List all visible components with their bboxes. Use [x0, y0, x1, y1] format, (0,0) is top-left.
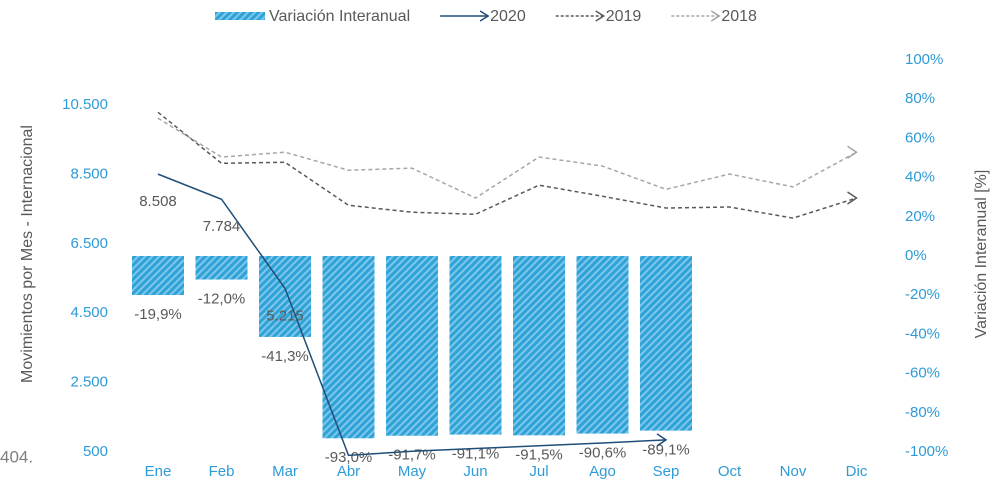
x-tick-label: May: [398, 463, 427, 480]
legend-arrow: [479, 10, 490, 22]
y2-tick-label: 60%: [905, 129, 935, 146]
y-axis-title: Movimientos por Mes - Internacional: [19, 125, 36, 383]
y2-tick-label: 0%: [905, 247, 927, 264]
data-label: -41,3%: [261, 348, 309, 365]
data-label: -91,5%: [515, 446, 563, 463]
legend-arrow: [710, 10, 721, 22]
data-label: 5.215: [266, 307, 304, 324]
legend-swatch: [215, 12, 265, 20]
line: [157, 173, 667, 457]
y2-tick-label: 100%: [905, 51, 943, 68]
x-tick-label: Sep: [653, 463, 680, 480]
y2-tick-label: -80%: [905, 404, 940, 421]
bar: [132, 256, 184, 296]
x-tick-label: Jul: [529, 463, 548, 480]
data-label: -93,0%: [325, 449, 373, 466]
y2-tick-label: -20%: [905, 286, 940, 303]
legend-arrow: [595, 10, 606, 22]
y-tick-label: 500: [83, 443, 108, 460]
bar: [449, 256, 502, 435]
bar: [513, 256, 565, 436]
line-arrow: [656, 433, 668, 447]
y-tick-label: 8.500: [70, 165, 108, 182]
x-tick-label: Ago: [589, 463, 616, 480]
data-label: -91,7%: [388, 447, 436, 464]
x-tick-label: Nov: [780, 463, 807, 480]
y2-tick-label: 20%: [905, 208, 935, 225]
y2-tick-label: 80%: [905, 90, 935, 107]
x-tick-label: Feb: [209, 463, 235, 480]
x-tick-label: Oct: [718, 463, 742, 480]
bar: [386, 256, 438, 436]
legend-label: 2019: [606, 8, 642, 25]
data-label: 8.508: [139, 193, 177, 210]
y2-tick-label: -60%: [905, 365, 940, 382]
annotation: 404.: [0, 447, 33, 466]
x-tick-label: Dic: [846, 463, 868, 480]
y2-tick-label: 40%: [905, 169, 935, 186]
bar: [322, 256, 375, 439]
bar: [195, 256, 248, 280]
x-tick-label: Ene: [145, 463, 172, 480]
bar: [576, 256, 629, 434]
data-label: 7.784: [203, 218, 241, 235]
y-tick-label: 4.500: [70, 304, 108, 321]
y-tick-label: 6.500: [70, 235, 108, 252]
y2-tick-label: -40%: [905, 325, 940, 342]
line-arrow: [847, 145, 858, 159]
x-tick-label: Abr: [337, 463, 360, 480]
legend-label: 2018: [721, 8, 757, 25]
y-tick-label: 10.500: [62, 96, 108, 113]
data-label: -19,9%: [134, 306, 182, 323]
line: [157, 111, 857, 219]
y-tick-label: 2.500: [70, 374, 108, 391]
line-arrow: [847, 191, 858, 205]
data-label: -89,1%: [642, 442, 690, 459]
x-tick-label: Jun: [463, 463, 487, 480]
line: [157, 117, 857, 199]
y2-axis-title: Variación Interanual [%]: [973, 170, 990, 339]
bar: [259, 256, 311, 337]
y2-tick-label: -100%: [905, 443, 948, 460]
data-label: -90,6%: [579, 445, 627, 462]
x-tick-label: Mar: [272, 463, 298, 480]
bar: [640, 256, 692, 431]
data-label: -12,0%: [198, 290, 246, 307]
legend-label: 2020: [490, 8, 526, 25]
legend-label: Variación Interanual: [269, 8, 410, 25]
